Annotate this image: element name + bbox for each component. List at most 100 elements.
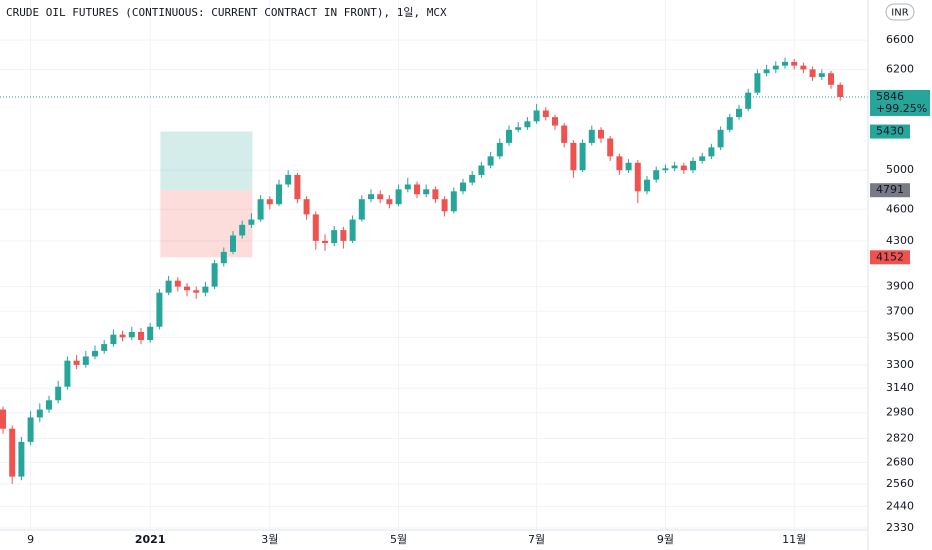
y-tick-label: 4300 <box>886 234 914 247</box>
candle-body <box>248 219 255 225</box>
candle-body <box>349 219 356 241</box>
y-tick-label: 3140 <box>886 381 914 394</box>
candle-body <box>257 199 264 220</box>
candle-body <box>717 129 724 148</box>
candle-body <box>791 61 798 66</box>
candle-body <box>644 179 650 192</box>
y-tick-label: 3900 <box>886 280 914 293</box>
position-price-label: 4791 <box>876 183 904 196</box>
candle-body <box>662 168 669 171</box>
candle-body <box>570 142 577 171</box>
candle-body <box>239 224 246 236</box>
candle-body <box>478 165 485 175</box>
candle-body <box>340 230 347 241</box>
position-price-badge <box>870 250 910 265</box>
candle-body <box>55 386 62 401</box>
candle-body <box>303 199 310 215</box>
chart-title: CRUDE OIL FUTURES (CONTINUOUS: CURRENT C… <box>6 5 447 19</box>
candle-body <box>616 156 623 171</box>
candle-body <box>680 165 687 171</box>
currency-button[interactable] <box>885 3 915 21</box>
y-tick-label: 3700 <box>886 304 914 317</box>
candle-body <box>542 110 549 118</box>
currency-label: INR <box>891 8 908 19</box>
candle-body <box>690 160 696 171</box>
candle-body <box>285 174 292 185</box>
candle-body <box>708 147 715 157</box>
candle-body <box>64 360 71 387</box>
candle-body <box>331 230 338 244</box>
candle-body <box>36 409 43 418</box>
last-price-badge <box>870 89 930 116</box>
y-tick-label: 6200 <box>886 62 914 75</box>
candle-body <box>220 251 227 264</box>
position-loss-zone <box>160 190 253 258</box>
candle-body <box>653 170 660 180</box>
candle-body <box>294 174 301 200</box>
axes: 2330 2440 2560 2680 2820 2980 3140 3300 3500 3700… <box>27 33 930 546</box>
position-price-badge <box>870 183 910 198</box>
candle-body <box>202 286 209 293</box>
candle-body <box>699 156 706 161</box>
candle-body <box>9 428 16 477</box>
candle-body <box>368 194 374 200</box>
candle-body <box>450 191 457 212</box>
candle-body <box>561 125 568 143</box>
candle-body <box>782 61 788 66</box>
candle-body <box>598 129 604 139</box>
candle-body <box>736 108 742 118</box>
position-price-badge <box>870 124 910 139</box>
candle-body <box>800 65 807 70</box>
candle-body <box>128 332 135 338</box>
y-tick-label: 2820 <box>886 432 914 445</box>
y-tick-label: 4600 <box>886 202 914 215</box>
candle-body <box>487 156 494 166</box>
candle-body <box>322 240 328 244</box>
y-tick-label: 2680 <box>886 455 914 468</box>
candle-body <box>73 360 80 365</box>
candle-body <box>386 199 393 205</box>
x-tick-label: 9월 <box>657 533 674 546</box>
candle-body <box>193 290 200 293</box>
plot <box>0 57 868 484</box>
candle-body <box>0 409 6 429</box>
candle-body <box>395 189 402 205</box>
candle-body <box>423 189 430 195</box>
position-profit-zone <box>160 131 253 191</box>
candle-body <box>138 332 144 341</box>
candle-body <box>726 117 733 130</box>
x-tick-label: 7월 <box>528 533 545 546</box>
x-tick-label: 3월 <box>261 533 278 546</box>
candle-body <box>634 162 641 192</box>
last-price-label: 5846 <box>876 90 904 103</box>
candle-body <box>837 84 844 97</box>
candle-body <box>414 184 420 195</box>
candle-body <box>745 92 752 109</box>
candle-body <box>515 127 522 130</box>
position-price-label: 4152 <box>876 250 904 263</box>
grid <box>0 0 868 530</box>
candle-body <box>147 326 154 341</box>
candle-body <box>92 350 98 357</box>
candle-body <box>496 142 503 157</box>
candle-body <box>230 235 236 252</box>
y-tick-label: 3300 <box>886 358 914 371</box>
x-tick-label: 11월 <box>782 533 806 546</box>
candle-body <box>312 214 319 241</box>
y-tick-label: 3500 <box>886 330 914 343</box>
candle-body <box>119 334 126 338</box>
candle-body <box>27 417 34 442</box>
y-tick-label: 5000 <box>886 163 914 176</box>
candle-body <box>377 194 384 200</box>
candle-body <box>533 110 540 122</box>
candle-body <box>156 292 163 327</box>
y-tick-label: 2440 <box>886 499 914 512</box>
position-price-label: 5430 <box>876 125 904 138</box>
x-tick-label: 5월 <box>390 533 407 546</box>
candle-body <box>441 199 448 212</box>
candle-body <box>358 199 365 220</box>
x-tick-label: 9 <box>27 533 34 546</box>
candle-body <box>763 69 770 74</box>
